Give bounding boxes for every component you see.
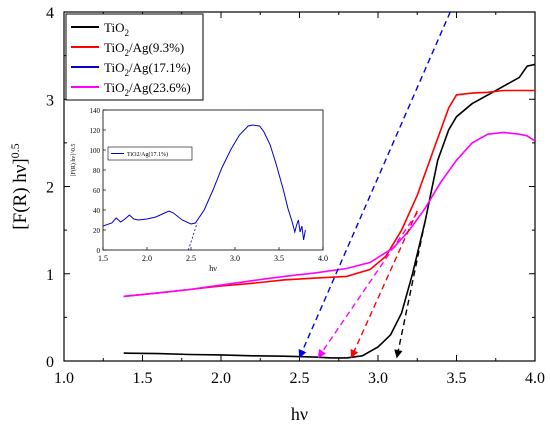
tangent-line-1 xyxy=(317,212,418,359)
series-line-2 xyxy=(123,131,535,298)
inset-x-axis-label: hν xyxy=(209,264,217,273)
y-tick-label: 4 xyxy=(46,5,54,22)
inset-y-tick-label: 100 xyxy=(90,147,101,155)
series-line-0 xyxy=(123,63,535,359)
inset-y-tick-label: 120 xyxy=(90,127,101,135)
x-tick-label: 2.0 xyxy=(211,370,231,387)
inset-y-tick-label: 80 xyxy=(93,167,101,175)
inset-y-tick-label: 0 xyxy=(97,247,101,255)
y-axis-label: [F(R) hν]0.5 xyxy=(8,143,31,229)
legend-box xyxy=(65,13,204,101)
x-tick-label: 3.0 xyxy=(368,370,388,387)
inset-legend-box xyxy=(107,146,193,161)
legend-sub: 2 xyxy=(124,28,129,38)
legend-sub: 2 xyxy=(124,88,129,98)
y-tick-label: 2 xyxy=(46,180,54,197)
inset-plot: 1.5 2.0 2.5 3.0 3.5 4.0 0 20 40 60 80 100 120 140 hν [F… xyxy=(70,107,328,273)
inset-legend-label: TiO2/Ag(17.1%) xyxy=(127,151,168,158)
inset-x-tick-label: 3.5 xyxy=(274,254,284,263)
y-tick-label: 3 xyxy=(46,92,54,109)
inset-y-tick-label: 40 xyxy=(93,207,101,215)
y-tick-label: 1 xyxy=(46,267,54,284)
inset-frame xyxy=(102,109,324,251)
legend-rest: /Ag(23.6%) xyxy=(129,80,191,95)
inset-y-tick-label: 140 xyxy=(90,107,101,115)
inset-x-tick-label: 2.0 xyxy=(142,254,152,263)
legend-label-0: TiO2 xyxy=(104,20,129,38)
main-plot: 1.0 1.5 2.0 2.5 3.0 3.5 4.0 0 1 2 3 4 hν [F(R) hν]0.5 xyxy=(8,5,545,424)
inset-y-axis-label: [F(R) hν]^0.5 xyxy=(70,144,77,177)
y-axis-label-sup: 0.5 xyxy=(8,143,22,158)
legend: TiO2TiO2/Ag(9.3%)TiO2/Ag(17.1%)TiO2/Ag(2… xyxy=(65,13,204,101)
inset-y-tick-label: 60 xyxy=(93,187,101,195)
inset-series-line-0 xyxy=(103,124,306,241)
x-tick-label: 2.5 xyxy=(290,370,310,387)
inset-x-tick-label: 4.0 xyxy=(318,254,328,263)
inset-x-tick-label: 2.5 xyxy=(186,254,196,263)
x-tick-label: 4.0 xyxy=(525,370,545,387)
tangent-line-0 xyxy=(298,12,451,359)
legend-rest: /Ag(9.3%) xyxy=(129,40,184,55)
inset-y-tick-label: 20 xyxy=(93,227,101,235)
legend-sub: 2 xyxy=(124,68,129,78)
legend-rest: /Ag(17.1%) xyxy=(129,60,191,75)
x-tick-label: 1.5 xyxy=(133,370,153,387)
inset-tangent-line-0 xyxy=(187,222,198,251)
tangent-line-3 xyxy=(394,221,426,359)
inset-legend: TiO2/Ag(17.1%) xyxy=(107,146,193,161)
inset-x-tick-label: 3.0 xyxy=(230,254,240,263)
inset-x-tick-label: 1.5 xyxy=(98,254,108,263)
x-tick-label: 3.5 xyxy=(447,370,467,387)
x-axis-label: hν xyxy=(291,404,308,424)
series-line-1 xyxy=(123,89,535,298)
tangent-line-2 xyxy=(350,210,418,359)
legend-sub: 2 xyxy=(124,48,129,58)
x-tick-label: 1.0 xyxy=(54,370,74,387)
legend-label-1: TiO2/Ag(9.3%) xyxy=(104,40,184,58)
y-tick-label: 0 xyxy=(46,354,54,371)
